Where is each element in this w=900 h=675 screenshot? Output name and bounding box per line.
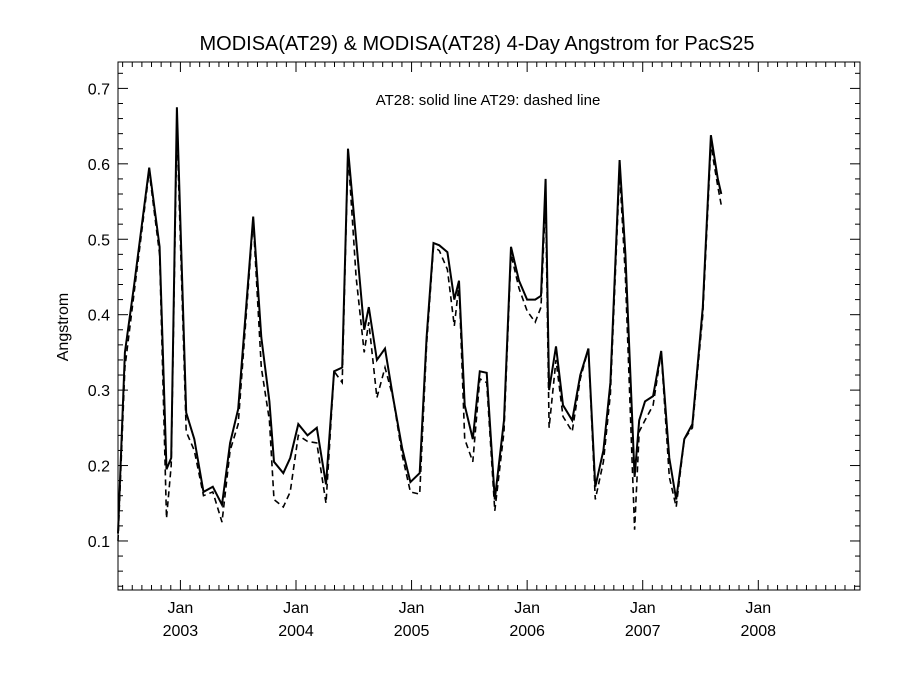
x-tick-label-year: 2007 bbox=[625, 623, 661, 640]
chart-title: MODISA(AT29) & MODISA(AT28) 4-Day Angstr… bbox=[200, 33, 755, 55]
x-tick-label-year: 2005 bbox=[394, 623, 430, 640]
x-tick-label-year: 2003 bbox=[163, 623, 199, 640]
series-line-at28 bbox=[117, 107, 723, 534]
y-tick-label: 0.4 bbox=[88, 308, 110, 325]
series-layer bbox=[117, 107, 723, 542]
y-tick-label: 0.7 bbox=[88, 81, 110, 98]
y-tick-label: 0.1 bbox=[88, 534, 110, 551]
y-tick-label: 0.6 bbox=[88, 157, 110, 174]
plot-frame bbox=[117, 61, 861, 591]
legend-annotation: AT28: solid line AT29: dashed line bbox=[376, 92, 601, 109]
series-line-at29 bbox=[117, 126, 723, 542]
axis-ticks bbox=[118, 62, 860, 590]
x-tick-label-month: Jan bbox=[630, 600, 656, 617]
x-tick-label-year: 2006 bbox=[509, 623, 545, 640]
x-tick-label-month: Jan bbox=[283, 600, 309, 617]
tick-labels: 0.1 0.2 0.3 0.4 0.5 0.6 0.7 Jan 2003 Jan 2004 Jan 20… bbox=[88, 81, 776, 640]
y-tick-label: 0.2 bbox=[88, 459, 110, 476]
y-tick-label: 0.5 bbox=[88, 232, 110, 249]
x-tick-label-month: Jan bbox=[399, 600, 425, 617]
x-tick-label-month: Jan bbox=[745, 600, 771, 617]
x-tick-label-year: 2008 bbox=[740, 623, 776, 640]
x-tick-label-year: 2004 bbox=[278, 623, 314, 640]
x-tick-label-month: Jan bbox=[168, 600, 194, 617]
y-tick-label: 0.3 bbox=[88, 383, 110, 400]
x-tick-label-month: Jan bbox=[514, 600, 540, 617]
y-axis-label: Angstrom bbox=[55, 293, 72, 361]
